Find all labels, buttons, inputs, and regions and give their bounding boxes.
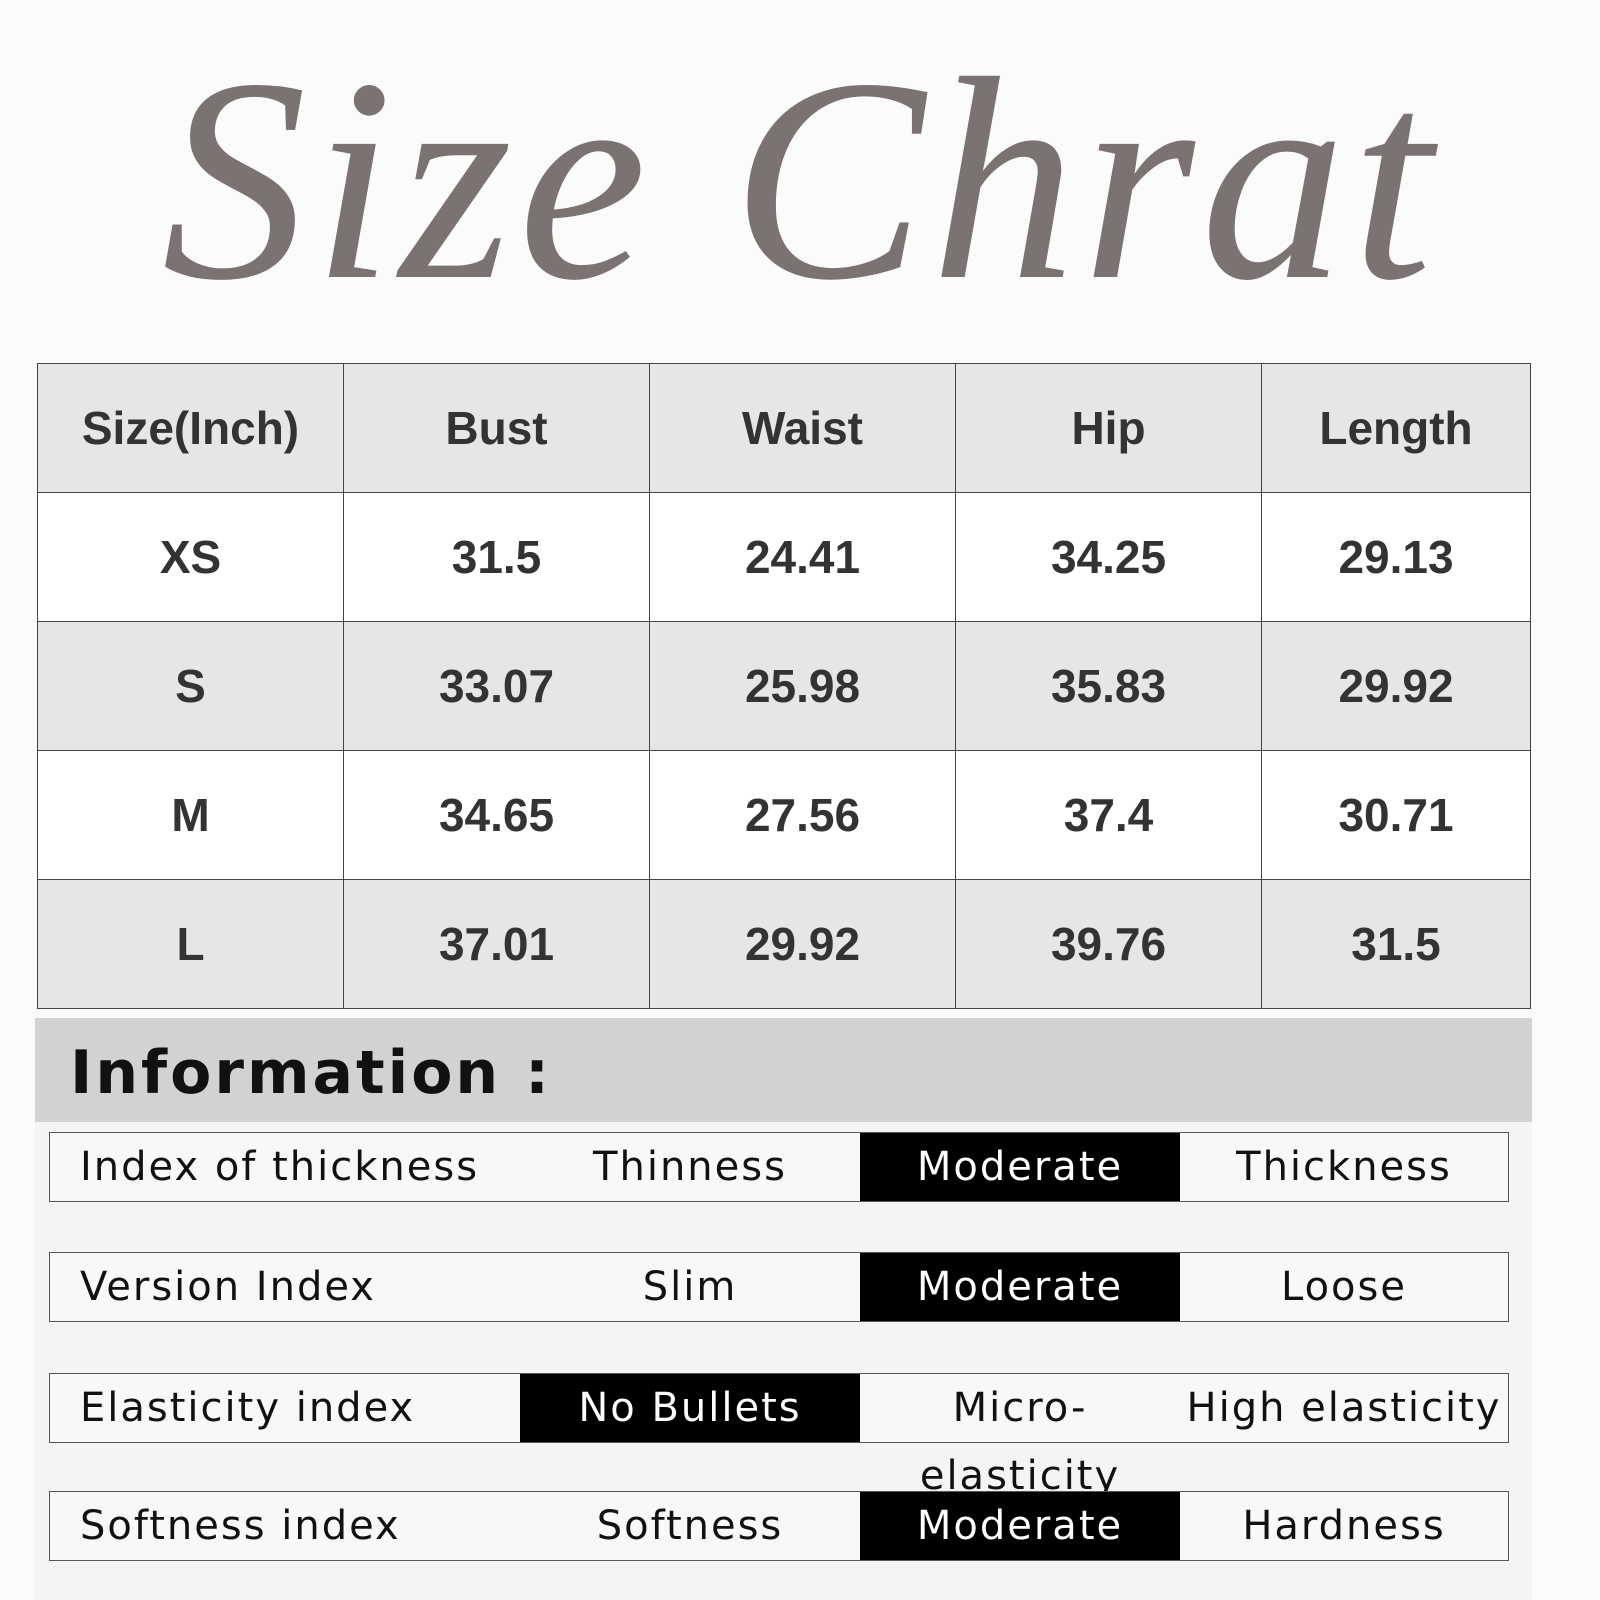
table-row: S 33.07 25.98 35.83 29.92 [37,621,1531,751]
info-option: Thinness [593,1144,787,1190]
title: Size Chrat [161,19,1439,340]
info-row: Version Index Slim Moderate Loose [49,1252,1509,1322]
info-label: Softness index [80,1503,401,1549]
table-row: XS 31.5 24.41 34.25 29.13 [37,492,1531,622]
table-cell: 34.65 [343,750,650,880]
info-label: Elasticity index [80,1385,416,1431]
info-option: Moderate [860,1133,1180,1201]
table-cell: 37.01 [343,879,650,1009]
table-cell: L [37,879,344,1009]
table-cell: 24.41 [649,492,956,622]
header-cell: Waist [649,363,956,493]
info-option: Slim [642,1264,738,1310]
table-row: M 34.65 27.56 37.4 30.71 [37,750,1531,880]
info-option: Softness [596,1503,784,1549]
table-cell: 29.92 [1261,621,1531,751]
table-cell: S [37,621,344,751]
header-row: Size(Inch) Bust Waist Hip Length [37,363,1531,493]
table-cell: 33.07 [343,621,650,751]
info-label: Version Index [80,1264,376,1310]
header-cell: Size(Inch) [37,363,344,493]
info-option: Micro-elasticity [919,1385,1121,1499]
info-title: Information : [70,1038,553,1108]
info-label: Index of thickness [80,1144,480,1190]
table-cell: 34.25 [955,492,1262,622]
header-cell: Hip [955,363,1262,493]
table-cell: 30.71 [1261,750,1531,880]
table-cell: M [37,750,344,880]
info-option: High elasticity [1186,1385,1502,1431]
header-cell: Length [1261,363,1531,493]
table-cell: 39.76 [955,879,1262,1009]
info-option: No Bullets [520,1374,860,1442]
table-cell: 31.5 [343,492,650,622]
info-row: Elasticity index No Bullets Micro-elastici… [49,1373,1509,1499]
info-header [35,1018,1532,1122]
info-row: Softness index Softness Moderate Hardness [49,1491,1509,1561]
table-cell: 29.92 [649,879,956,1009]
info-option: Thickness [1236,1144,1452,1190]
table-cell: 37.4 [955,750,1262,880]
table-cell: 27.56 [649,750,956,880]
table-cell: 31.5 [1261,879,1531,1009]
table-cell: XS [37,492,344,622]
table-cell: 35.83 [955,621,1262,751]
info-option: Loose [1281,1264,1407,1310]
header-cell: Bust [343,363,650,493]
table-row: L 37.01 29.92 39.76 31.5 [37,879,1531,1009]
info-option: Hardness [1242,1503,1446,1549]
info-option: Moderate [860,1253,1180,1321]
info-row: Index of thickness Thinness Moderate Thickn… [49,1132,1509,1202]
size-table: Size(Inch) Bust Waist Hip Length XS 31.5 24.41 3… [37,363,1531,1009]
table-cell: 29.13 [1261,492,1531,622]
info-option: Moderate [860,1492,1180,1560]
table-cell: 25.98 [649,621,956,751]
